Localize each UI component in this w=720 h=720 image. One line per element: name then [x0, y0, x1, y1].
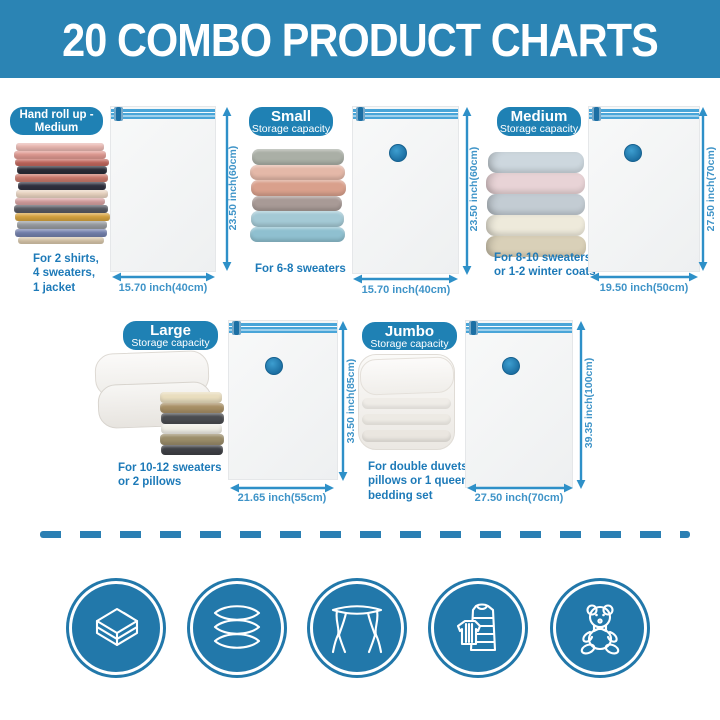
vacuum-valve: [389, 144, 407, 162]
width-dimension-label: 15.70 inch(40cm): [118, 282, 208, 294]
size-name: Small: [270, 108, 312, 125]
zip-seal: [111, 107, 215, 121]
width-arrow: [230, 483, 334, 493]
height-arrow: [462, 107, 472, 275]
height-arrow: [576, 321, 586, 489]
zip-seal: [353, 107, 458, 121]
width-arrow: [353, 274, 458, 284]
width-arrow: [467, 483, 573, 493]
size-subtitle: Storage capacity: [17, 134, 96, 146]
size-name: Jumbo: [384, 323, 435, 340]
height-dimension-label: 23.50 inch(60cm): [468, 146, 480, 232]
pillows-and-towels-photo: [94, 350, 225, 457]
zip-seal: [466, 321, 572, 335]
zip-seal: [589, 107, 699, 121]
seal-slider-tab: [232, 321, 241, 335]
vacuum-bag-graphic: [110, 106, 216, 272]
size-subtitle: Storage capacity: [370, 338, 449, 350]
size-subtitle: Storage capacity: [131, 337, 210, 349]
seal-slider-tab: [114, 107, 123, 121]
vacuum-bag-graphic: [228, 320, 338, 480]
vacuum-valve: [265, 357, 283, 375]
vacuum-bag-graphic: [588, 106, 700, 272]
seal-slider-tab: [469, 321, 478, 335]
seal-slider-tab: [592, 107, 601, 121]
capacity-text: For 8-10 sweaters or 1-2 winter coats: [494, 252, 596, 279]
size-name: Hand roll up -Medium: [19, 109, 94, 134]
dashed-separator: [40, 531, 690, 538]
size-name: Medium: [510, 108, 568, 125]
width-dimension-label: 27.50 inch(70cm): [474, 492, 564, 504]
size-label-pill: Hand roll up -Medium Storage capacity: [10, 107, 103, 146]
size-name: Large: [150, 322, 191, 339]
zip-seal: [229, 321, 337, 335]
size-subtitle: Storage capacity: [251, 123, 331, 135]
vacuum-valve: [624, 144, 642, 162]
width-dimension-label: 21.65 inch(55cm): [237, 492, 327, 504]
pillows-icon: [187, 578, 287, 678]
page-title: 20 COMBO PRODUCT CHARTS: [62, 14, 659, 66]
capacity-text: For 2 shirts, 4 sweaters, 1 jacket: [33, 253, 99, 294]
folded-towels-icon: [66, 578, 166, 678]
teddy-bear-icon: [550, 578, 650, 678]
height-dimension-label: 23.50 inch(60cm): [227, 145, 239, 231]
vacuum-bag-graphic: [352, 106, 459, 274]
seal-slider-tab: [356, 107, 365, 121]
size-label-pill: Jumbo Storage capacity: [362, 322, 457, 350]
height-arrow: [338, 321, 348, 481]
capacity-text: For 6-8 sweaters: [255, 263, 346, 275]
width-dimension-label: 19.50 inch(50cm): [599, 282, 689, 294]
curtains-icon: [307, 578, 407, 678]
sweater-stack-photo: [250, 149, 346, 242]
title-banner: 20 COMBO PRODUCT CHARTS: [0, 0, 720, 78]
clothes-stack-photo: [14, 143, 110, 245]
width-arrow: [590, 272, 698, 282]
capacity-text: For 10-12 sweaters or 2 pillows: [118, 462, 222, 489]
blanket-stack-photo: [486, 152, 586, 257]
vacuum-bag-graphic: [465, 320, 573, 488]
height-dimension-label: 33.50 inch(85cm): [345, 358, 357, 444]
height-arrow: [222, 107, 232, 271]
winter-clothes-icon: [428, 578, 528, 678]
height-arrow: [698, 107, 708, 271]
width-arrow: [112, 272, 215, 282]
height-dimension-label: 39.35 inch(100cm): [583, 357, 595, 449]
capacity-text: For double duvets, pillows or 1 queen be…: [368, 461, 471, 502]
size-subtitle: Storage capacity: [499, 123, 579, 135]
size-label-pill: Large Storage capacity: [123, 321, 218, 350]
size-label-pill: Medium Storage capacity: [497, 107, 581, 136]
size-label-pill: Small Storage capacity: [249, 107, 333, 136]
vacuum-valve: [502, 357, 520, 375]
height-dimension-label: 27.50 inch(70cm): [705, 146, 717, 232]
width-dimension-label: 15.70 inch(40cm): [361, 284, 451, 296]
folded-duvet-photo: [358, 354, 455, 450]
